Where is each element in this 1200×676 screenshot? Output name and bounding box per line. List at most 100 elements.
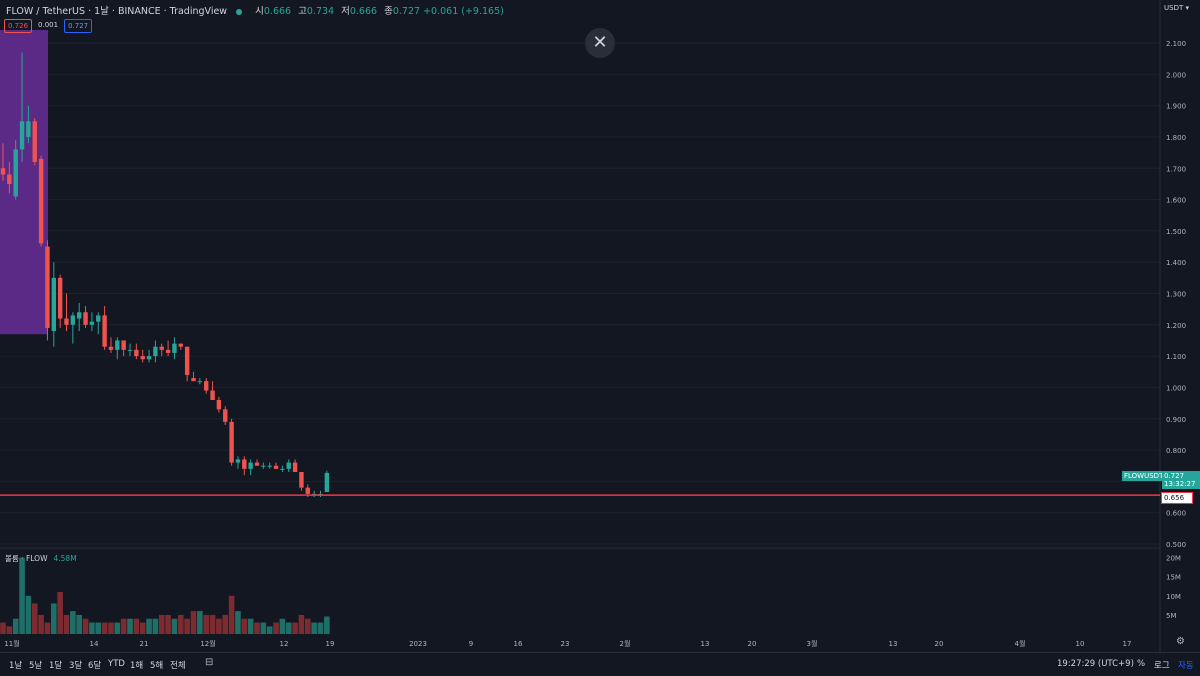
candle-body xyxy=(121,340,126,350)
volume-bar xyxy=(298,614,305,634)
bottom-toolbar: 1날 5날 1달 3달 6달 YTD 1해 5해 전체 ⊟ 19:27:29 (… xyxy=(0,652,1200,676)
time-tick-label: 19 xyxy=(326,640,335,648)
candle-body xyxy=(191,378,196,382)
candle-body xyxy=(115,340,120,350)
settings-gear-icon[interactable]: ⚙ xyxy=(1176,636,1185,647)
volume-bar xyxy=(279,618,286,634)
price-tick-label: 1.000 xyxy=(1166,384,1186,392)
time-tick-label: 20 xyxy=(748,640,757,648)
currency-selector[interactable]: USDT ▾ xyxy=(1164,4,1189,12)
candle-body xyxy=(223,409,228,422)
clock[interactable]: 19:27:29 (UTC+9) xyxy=(1057,659,1134,669)
candle-body xyxy=(13,149,18,197)
symbol-tag: FLOWUSDT xyxy=(1122,471,1166,481)
time-tick-label: 13 xyxy=(701,640,710,648)
spread-value: 0.001 xyxy=(38,21,59,29)
volume-bar xyxy=(311,622,317,634)
auto-toggle[interactable]: 자동 xyxy=(1178,661,1194,671)
candle-body xyxy=(38,158,44,244)
percent-toggle[interactable]: % xyxy=(1137,659,1146,669)
candle-body xyxy=(311,493,317,495)
timeframe-1d[interactable]: 1날 xyxy=(9,661,23,671)
candle-body xyxy=(229,421,234,463)
volume-bar xyxy=(216,618,222,634)
volume-header: 볼륨 · FLOW 4.58M xyxy=(5,553,77,564)
volume-bar xyxy=(51,603,57,634)
timeframe-1m[interactable]: 1달 xyxy=(49,661,63,671)
candle-body xyxy=(7,174,12,184)
time-axis: 11월 14 21 12월 12 19 2023 9 16 23 2월 13 20 3월 13 20 4월 10 1… xyxy=(4,639,1131,648)
volume-bar xyxy=(266,626,273,634)
candle-body xyxy=(26,121,31,137)
candle-body xyxy=(83,312,88,325)
time-tick-label: 10 xyxy=(1076,640,1085,648)
close-icon[interactable]: ✕ xyxy=(585,28,615,58)
candle-body xyxy=(96,315,101,322)
candle-body xyxy=(19,121,25,150)
time-tick-label: 20 xyxy=(935,640,944,648)
sell-button[interactable]: 0.726 xyxy=(4,19,33,33)
candle-body xyxy=(210,390,215,400)
candle-body xyxy=(273,465,279,469)
timeframe-1y[interactable]: 1해 xyxy=(130,661,144,671)
candle-body xyxy=(305,487,310,494)
volume-bar xyxy=(184,618,190,634)
last-price-tag: 0.727 13:32:27 xyxy=(1162,471,1200,489)
candle-body xyxy=(280,468,285,470)
volume-bar xyxy=(247,618,254,634)
price-tick-label: 1.600 xyxy=(1166,197,1186,205)
volume-bar xyxy=(38,614,44,634)
volume-bar xyxy=(165,614,171,634)
trade-buttons: 0.726 0.001 0.727 xyxy=(4,19,93,33)
volume-bar xyxy=(63,614,70,634)
volume-tick-label: 20M xyxy=(1166,555,1181,563)
volume-bar xyxy=(292,622,298,634)
buy-button[interactable]: 0.727 xyxy=(64,19,93,33)
candle-body xyxy=(165,349,171,353)
open-label: 시 xyxy=(255,6,264,17)
hline-price-tag[interactable]: 0.656 xyxy=(1161,492,1193,504)
timeframe-5d[interactable]: 5날 xyxy=(29,661,43,671)
volume-bars xyxy=(0,557,330,634)
timeframe-all[interactable]: 전체 xyxy=(170,661,186,671)
candle-body xyxy=(286,462,291,469)
price-tick-label: 1.700 xyxy=(1166,165,1186,173)
volume-bar xyxy=(190,611,197,634)
time-tick-label: 2023 xyxy=(409,640,427,648)
symbol-title[interactable]: FLOW / TetherUS · 1날 · BINANCE · Trading… xyxy=(6,6,228,17)
close-label: 종 xyxy=(384,6,393,17)
volume-bar xyxy=(152,618,159,634)
high-value: 0.734 xyxy=(306,6,335,17)
candle-body xyxy=(153,346,158,357)
candle-body xyxy=(254,462,260,466)
volume-bar xyxy=(139,622,146,634)
price-tick-label: 2.100 xyxy=(1166,40,1186,48)
volume-bar xyxy=(6,626,13,634)
candle-body xyxy=(102,315,107,347)
candle-body xyxy=(57,277,63,319)
volume-bar xyxy=(324,616,330,634)
time-tick-label: 17 xyxy=(1123,640,1132,648)
volume-bar xyxy=(25,595,32,634)
time-tick-label: 12월 xyxy=(200,639,215,648)
time-tick-label: 3월 xyxy=(807,639,818,648)
log-toggle[interactable]: 로그 xyxy=(1154,661,1170,671)
volume-bar xyxy=(133,618,140,634)
candle-body xyxy=(324,472,330,493)
candle-body xyxy=(51,277,56,332)
volume-bar xyxy=(305,618,311,634)
date-range-icon[interactable]: ⊟ xyxy=(205,657,214,668)
timeframe-5y[interactable]: 5해 xyxy=(150,661,164,671)
timeframe-ytd[interactable]: YTD xyxy=(108,659,125,669)
price-tick-label: 1.500 xyxy=(1166,228,1186,236)
timeframe-3m[interactable]: 3달 xyxy=(69,661,83,671)
volume-tick-label: 10M xyxy=(1166,593,1181,601)
volume-bar xyxy=(95,622,102,634)
timeframe-6m[interactable]: 6달 xyxy=(88,661,102,671)
volume-bar xyxy=(228,595,235,634)
candle-body xyxy=(242,459,247,469)
symbol-header: FLOW / TetherUS · 1날 · BINANCE · Trading… xyxy=(6,3,504,17)
open-value: 0.666 xyxy=(263,6,292,17)
